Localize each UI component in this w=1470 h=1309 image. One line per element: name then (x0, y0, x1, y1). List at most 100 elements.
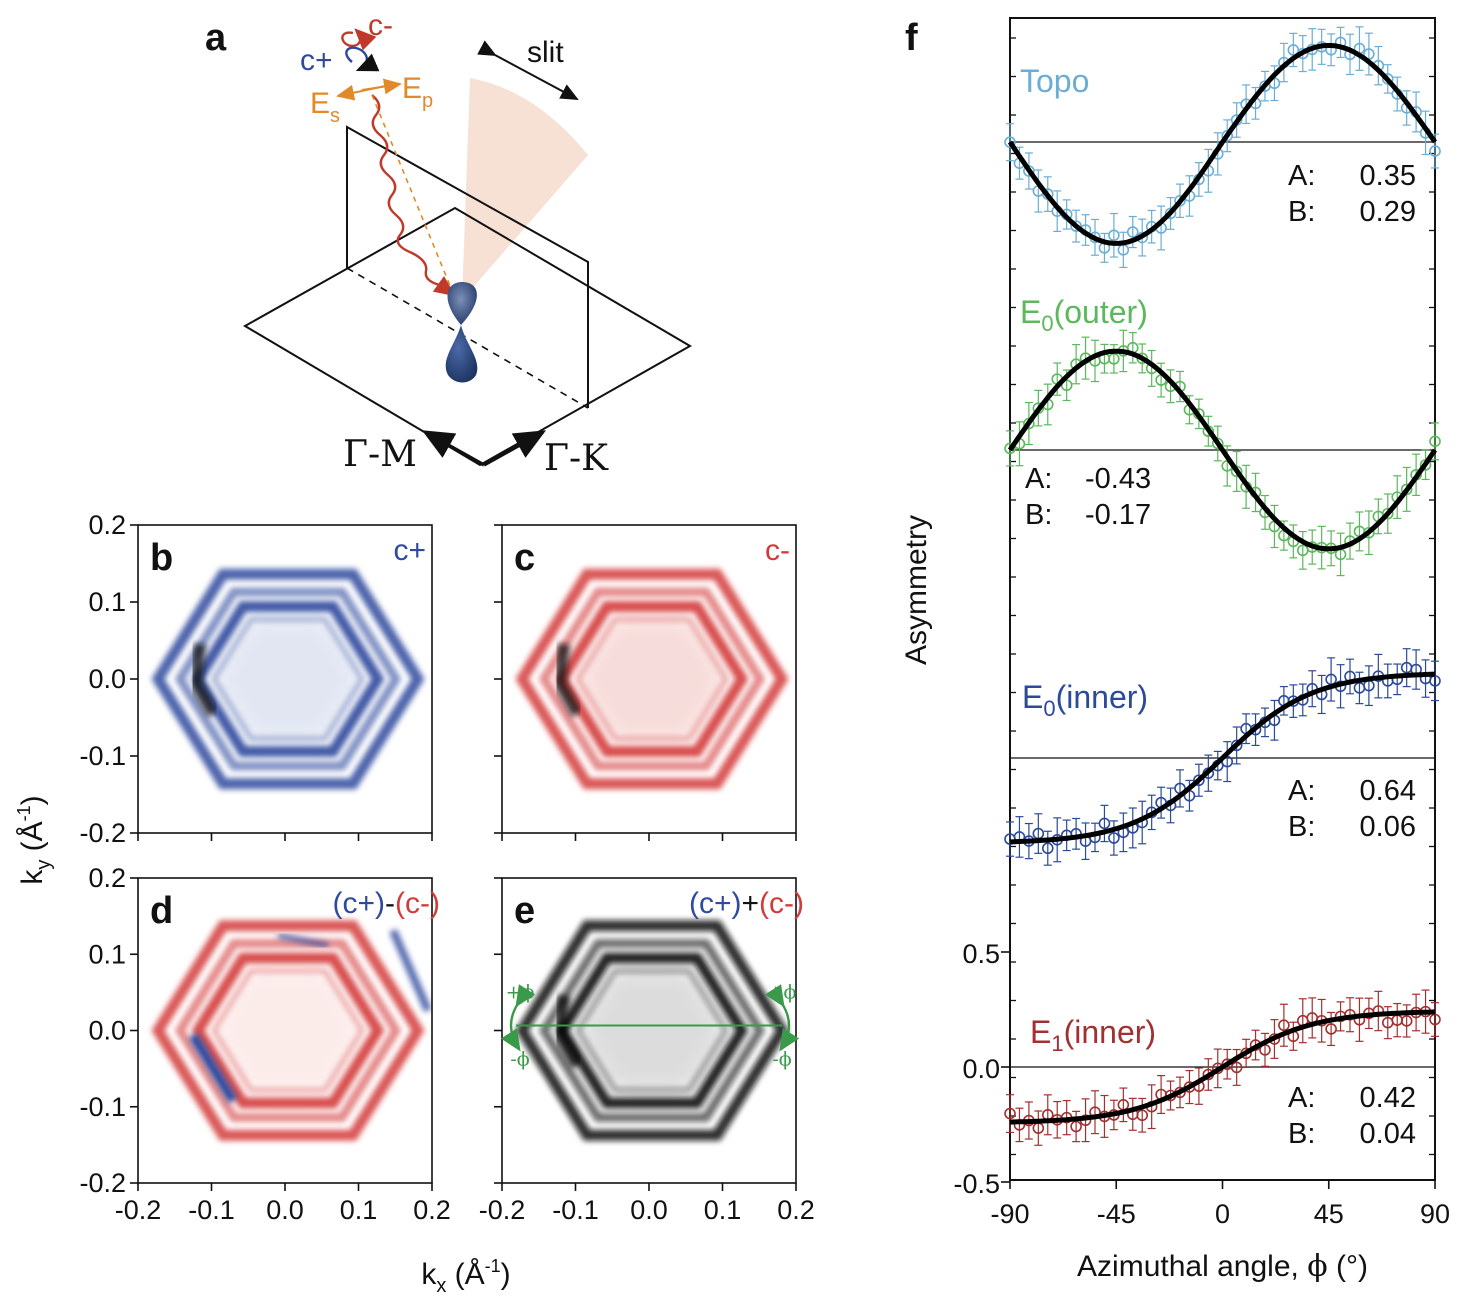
map-dark-accent (189, 643, 219, 717)
map-ring-4 (211, 968, 365, 1093)
data-point (1108, 229, 1120, 242)
orbital-lobe-top (447, 282, 477, 325)
param-b-value: 0.04 (1360, 1118, 1416, 1150)
panel-label-e: e (514, 890, 535, 932)
x-tick-label: -45 (1097, 1199, 1136, 1229)
gamma-k-axis (483, 430, 547, 467)
photon-wave (371, 94, 456, 297)
phi-rotate-arrow-right (764, 984, 800, 1052)
data-point (1060, 379, 1073, 392)
x-tick-label: -0.1 (188, 1195, 235, 1225)
ep-label: Ep (402, 72, 433, 112)
y-tick-label: -0.1 (79, 741, 126, 771)
param-b-label: B: (1025, 499, 1052, 531)
map-content-b (151, 568, 425, 790)
map-diff-blue-segment (277, 932, 329, 949)
polarization-plus-loop (345, 46, 380, 72)
gamma-m-label: Γ-M (343, 434, 417, 475)
phi-minus-label: -ϕ (772, 1049, 791, 1071)
x-tick-label: 0.2 (777, 1195, 815, 1225)
series-name-tail: (outer) (1054, 294, 1148, 330)
y-tick-label: 0.2 (88, 863, 126, 893)
series-name-label: E1(inner) (1030, 1014, 1156, 1056)
panel-a-schematic: a slit c- c+ Es Ep Γ-M Γ-K (205, 9, 693, 479)
series-1: E0(outer) A: -0.43 B: -0.17 (1004, 294, 1441, 577)
map-content-e (515, 920, 789, 1141)
map-title-d: (c+)-(c-) (333, 887, 440, 920)
y-tick-label: -0.1 (79, 1092, 126, 1122)
map-diff-blue-segment (188, 1032, 238, 1104)
panel-label-b: b (150, 537, 173, 579)
param-a-value: 0.64 (1360, 775, 1416, 807)
fit-curve (1007, 348, 1438, 552)
map-title-part: (c-) (759, 887, 804, 920)
data-point (1098, 817, 1111, 830)
x-tick-label: -0.1 (552, 1195, 599, 1225)
series-name-tail: (inner) (1056, 679, 1148, 715)
fit-curve (1009, 671, 1436, 845)
data-point (1325, 1023, 1337, 1035)
slit-arrow (477, 40, 579, 100)
panel-label-d: d (150, 890, 173, 932)
fit-curve (1007, 43, 1438, 246)
es-label: Es (310, 87, 340, 127)
phi-minus-label: -ϕ (510, 1049, 529, 1071)
map-ring-3 (191, 952, 385, 1109)
data-point (1278, 1019, 1290, 1032)
map-ring-2 (174, 587, 402, 771)
param-a-value: 0.42 (1360, 1082, 1416, 1114)
param-b-label: B: (1288, 196, 1315, 228)
y-tick-label: 0.1 (88, 587, 126, 617)
series-2: E0(inner) A: 0.64 B: 0.06 (1004, 648, 1441, 866)
series-name-main: E (1020, 294, 1041, 330)
y-tick-label: 0.0 (88, 664, 126, 694)
map-core-fill (213, 618, 363, 740)
series-name-sub: 0 (1041, 311, 1053, 336)
y-tick-label: -0.2 (79, 818, 126, 848)
x-tick-label: 0 (1215, 1199, 1230, 1229)
map-ring-2 (174, 939, 402, 1122)
map-title-b: c+ (393, 534, 426, 567)
x-tick-label: 0.0 (630, 1195, 668, 1225)
data-point (1004, 442, 1016, 455)
pol-minus-label: c- (368, 9, 393, 42)
data-point (1108, 832, 1120, 844)
maps-x-axis-label: kx (Å-1) (421, 1256, 510, 1297)
asymmetry-chart: f -90 -45 0 45 90 0.5 0.0 -0.5 Azimuthal angle, ϕ… (900, 17, 1450, 1284)
data-point (1174, 194, 1186, 207)
map-ring-4 (211, 616, 365, 742)
map-dark-accent (553, 994, 583, 1069)
param-a-label: A: (1025, 463, 1052, 495)
data-point (1429, 435, 1441, 448)
series-name-main: E (1022, 679, 1043, 715)
param-a-value: 0.35 (1360, 160, 1416, 192)
data-point (1164, 207, 1177, 220)
map-core-fill (213, 970, 363, 1091)
map-ring-1 (151, 920, 425, 1141)
fit-curve (1009, 1009, 1436, 1125)
map-title-c: c- (765, 534, 790, 567)
polarization-minus-loop (341, 28, 377, 51)
param-b-label: B: (1288, 1118, 1315, 1150)
y-tick-label: -0.2 (79, 1168, 126, 1198)
data-point (1136, 1109, 1149, 1122)
data-point (1381, 507, 1394, 520)
x-tick-label: -0.2 (479, 1195, 526, 1225)
data-point (1070, 1120, 1082, 1133)
param-a-value: -0.43 (1085, 463, 1151, 495)
data-point (1429, 145, 1441, 157)
series-name-main: E (1030, 1014, 1051, 1050)
map-panel-e: -0.2 -0.1 0.0 0.1 0.2 e (c+)+(c-) +ϕ -ϕ +ϕ -ϕ (479, 877, 815, 1225)
maps-y-axis-label: ky (Å-1) (14, 795, 55, 884)
data-point (1221, 130, 1234, 142)
param-b-value: 0.29 (1360, 196, 1416, 228)
map-ring-4 (575, 968, 729, 1093)
slit-label: slit (527, 36, 564, 69)
x-tick-label: 0.1 (704, 1195, 742, 1225)
series-name-sub: 0 (1043, 696, 1055, 721)
x-tick-label: 45 (1314, 1199, 1344, 1229)
data-point (1193, 774, 1205, 787)
gamma-k-label: Γ-K (544, 438, 609, 479)
series-name-label: E0(outer) (1020, 294, 1148, 336)
